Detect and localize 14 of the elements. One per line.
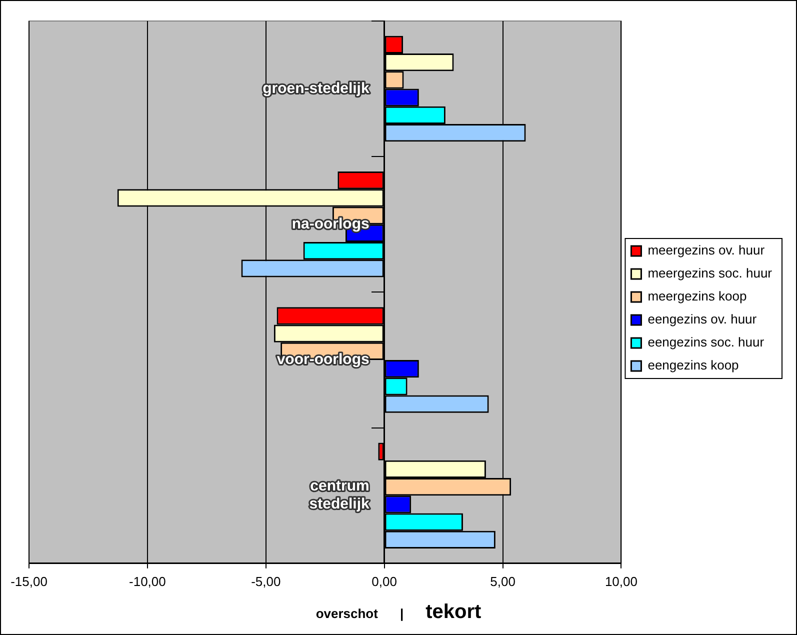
x-tick-label: -5,00 bbox=[251, 574, 281, 589]
legend-label: eengezins ov. huur bbox=[648, 312, 758, 327]
x-tick-label: 0,00 bbox=[372, 574, 397, 589]
legend-label: meergezins soc. huur bbox=[648, 266, 773, 281]
text: overschot | tekort bbox=[316, 601, 482, 623]
legend-label: meergezins koop bbox=[648, 288, 747, 304]
x-tick-label: -10,00 bbox=[129, 574, 166, 589]
legend-label: eengezins soc. huur bbox=[648, 334, 765, 350]
legend-label: meergezins ov. huur bbox=[648, 242, 766, 258]
legend-label: eengezins koop bbox=[648, 358, 739, 373]
x-tick-label: 10,00 bbox=[604, 574, 638, 589]
y-tick-label: centrum stedelijk bbox=[309, 478, 370, 513]
x-tick-label: -15,00 bbox=[10, 574, 48, 589]
x-tick-label: 5,00 bbox=[490, 574, 516, 589]
